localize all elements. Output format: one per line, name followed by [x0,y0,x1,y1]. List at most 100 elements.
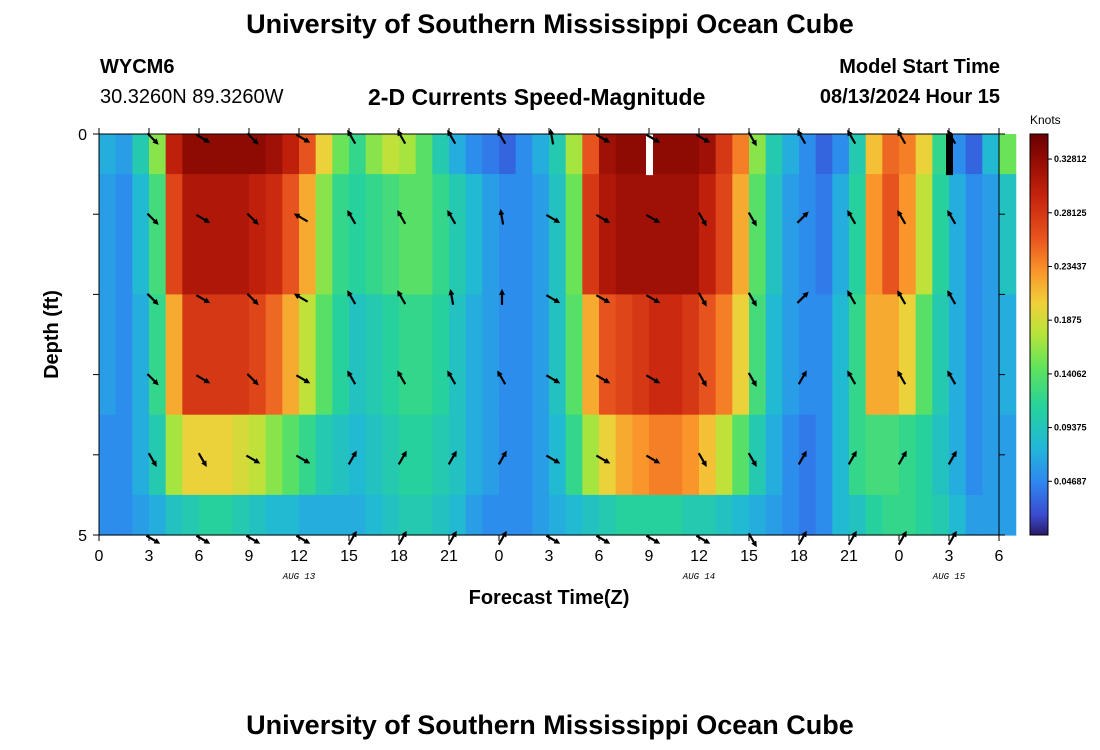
heatmap-cell [599,414,617,496]
current-vector-arrow [645,454,661,464]
current-vector-arrow [293,213,309,223]
x-tick-label: 9 [645,548,654,565]
heatmap-cell [332,174,350,295]
heatmap-cell [849,414,867,496]
heatmap-cell [632,134,650,175]
current-vector-arrow [645,374,661,384]
current-vector-arrow [447,209,457,225]
heatmap-cell [415,414,433,496]
heatmap-cell [332,414,350,496]
heatmap-cell [782,414,800,496]
heatmap-cell [999,294,1017,416]
heatmap-cell [765,174,783,295]
current-vector-arrow [293,293,309,303]
heatmap-cell [815,134,833,175]
heatmap-cell [832,294,850,416]
heatmap-cell [299,134,317,175]
x-tick-label: 3 [945,548,954,565]
heatmap-cell [382,174,400,295]
heatmap-cell [882,174,900,295]
heatmap-cell [265,134,283,175]
current-vector-arrow [695,133,711,143]
heatmap-cell [599,174,617,295]
heatmap-cell [432,414,450,496]
heatmap-cell [765,134,783,175]
heatmap-cell [582,174,600,295]
heatmap-cell [215,134,233,175]
heatmap-cell [615,174,633,295]
heatmap-cell [332,294,350,416]
heatmap-cell [665,174,683,295]
current-vector-arrow [847,450,857,465]
heatmap-cell [949,174,967,295]
heatmap-cell [432,294,450,416]
heatmap-cell [815,494,833,536]
current-vector-arrow [847,290,857,305]
heatmap-cell [899,494,917,536]
current-vector-arrow [595,294,611,304]
heatmap-cell [299,174,317,295]
x-tick-label: 0 [495,548,504,565]
heatmap-cell [182,414,200,496]
heatmap-cell [532,134,550,175]
current-vector-arrow [697,212,707,227]
current-vector-arrow [545,294,561,304]
colorbar-tick-label: 0.28125 [1054,208,1087,218]
heatmap-cell [382,134,400,175]
heatmap-cell [999,414,1017,496]
current-vector-arrow [195,213,211,223]
heatmap-cell [649,174,667,295]
heatmap-cell [982,294,1000,416]
heatmap-cell [965,134,983,175]
current-vector-arrow [747,372,757,387]
heatmap-cell [615,134,633,175]
heatmap-cell [349,174,367,295]
current-vector-arrow [246,293,259,306]
heatmap-cell [582,134,600,175]
heatmap-cell [482,174,500,295]
heatmap-cell [599,294,617,416]
current-vector-arrow [847,370,857,385]
x-tick-label: 15 [740,548,758,565]
current-vector-arrow [245,534,261,544]
heatmap-cell [432,174,450,295]
heatmap-cell [415,174,433,295]
heatmap-cell [865,294,883,416]
current-vector-arrow [146,293,159,306]
heatmap-cell [532,294,550,416]
heatmap-cell [515,414,533,496]
heatmap-cell [115,134,133,175]
x-tick-label: 15 [340,548,358,565]
heatmap-cell [365,134,383,175]
heatmap-cell [315,174,333,295]
x-tick-label: 0 [95,548,104,565]
heatmap-cell [299,294,317,416]
current-vector-arrow [695,534,711,544]
current-vector-arrow [897,450,907,465]
heatmap-cell [99,134,117,175]
heatmap-cell [799,174,817,295]
heatmap-cell [615,414,633,496]
heatmap-cell [99,174,117,295]
colorbar-tick-label: 0.1875 [1054,315,1082,325]
current-vector-arrow [447,450,457,465]
heatmap-cell [132,134,150,175]
heatmap-cell [849,294,867,416]
heatmap-cell [515,174,533,295]
heatmap-cell [999,494,1017,536]
heatmap-cell [449,134,467,175]
current-vector-arrow [595,454,611,464]
heatmap-cell [665,494,683,536]
heatmap-cell [949,134,967,175]
current-vector-arrow [397,209,407,225]
heatmap-cell [799,414,817,496]
heatmap-cell [765,414,783,496]
heatmap-cell [515,294,533,416]
heatmap-cell [632,294,650,416]
heatmap-cell [915,414,933,496]
heatmap-cell [765,494,783,536]
x-tick-label: 9 [245,548,254,565]
x-tick-label: 0 [895,548,904,565]
heatmap-cell [382,294,400,416]
x-tick-label: 18 [790,548,808,565]
